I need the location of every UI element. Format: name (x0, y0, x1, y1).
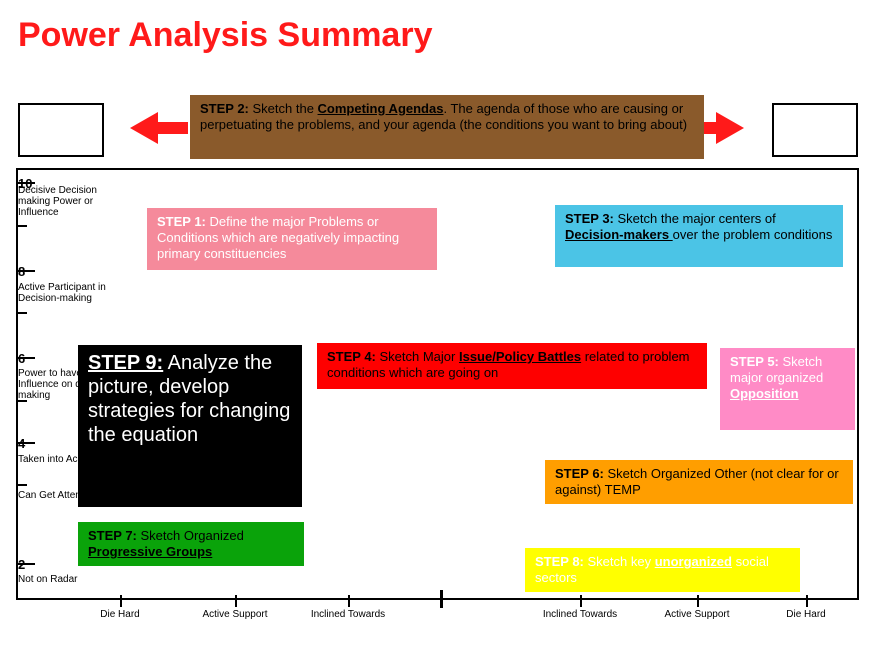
y-tick-number: 6 (18, 351, 25, 366)
step-underline: Issue/Policy Battles (459, 349, 581, 364)
step1-box: STEP 1: Define the major Problems or Con… (147, 208, 437, 270)
y-tick-number: 8 (18, 264, 25, 279)
step-lead: STEP 7: (88, 528, 137, 543)
step-underline: Competing Agendas (318, 101, 444, 116)
step6-box: STEP 6: Sketch Organized Other (not clea… (545, 460, 853, 504)
x-tick (235, 595, 237, 607)
step5-box: STEP 5: Sketch major organized Oppositio… (720, 348, 855, 430)
x-tick (580, 595, 582, 607)
step-lead: STEP 5: (730, 354, 779, 369)
step9-box: STEP 9: Analyze the picture, develop str… (78, 345, 302, 507)
step4-box: STEP 4: Sketch Major Issue/Policy Battle… (317, 343, 707, 389)
step-underline: Progressive Groups (88, 544, 212, 559)
step-underline: Opposition (730, 386, 799, 401)
x-tick-label: Active Support (664, 609, 729, 620)
step-lead: STEP 8: (535, 554, 584, 569)
y-tick (17, 400, 27, 402)
y-tick-number: 2 (18, 557, 25, 572)
x-tick (120, 595, 122, 607)
x-tick-label: Inclined Towards (543, 609, 617, 620)
y-tick (17, 312, 27, 314)
y-tick-label: Decisive Decision making Power or Influe… (18, 185, 128, 218)
x-tick (697, 595, 699, 607)
y-tick-number: 4 (18, 436, 25, 451)
step8-box: STEP 8: Sketch key unorganized social se… (525, 548, 800, 592)
page-title: Power Analysis Summary (18, 16, 432, 55)
arrow-left-icon (130, 112, 158, 144)
arrow-right-icon (716, 112, 744, 144)
y-tick-label: Active Participant in Decision-making (18, 282, 128, 304)
step7-box: STEP 7: Sketch Organized Progressive Gro… (78, 522, 304, 566)
x-tick (440, 590, 443, 608)
step3-box: STEP 3: Sketch the major centers of Deci… (555, 205, 843, 267)
step-lead: STEP 2: (200, 101, 249, 116)
step-lead: STEP 4: (327, 349, 376, 364)
x-tick-label: Die Hard (786, 609, 825, 620)
step-underline: Decision-makers (565, 227, 673, 242)
arrow-left-stem (158, 122, 188, 134)
y-tick (17, 225, 27, 227)
x-tick-label: Inclined Towards (311, 609, 385, 620)
x-tick-label: Die Hard (100, 609, 139, 620)
step-lead: STEP 9: (88, 352, 163, 374)
y-tick-label: Not on Radar (18, 574, 128, 585)
y-tick (17, 484, 27, 486)
agenda-placeholder-right (772, 103, 858, 157)
x-tick-label: Active Support (202, 609, 267, 620)
step2-box: STEP 2: Sketch the Competing Agendas. Th… (190, 95, 704, 159)
x-tick (806, 595, 808, 607)
agenda-placeholder-left (18, 103, 104, 157)
step-lead: STEP 3: (565, 211, 614, 226)
step-lead: STEP 6: (555, 466, 604, 481)
x-tick (348, 595, 350, 607)
step-underline: unorganized (655, 554, 732, 569)
step-lead: STEP 1: (157, 214, 206, 229)
